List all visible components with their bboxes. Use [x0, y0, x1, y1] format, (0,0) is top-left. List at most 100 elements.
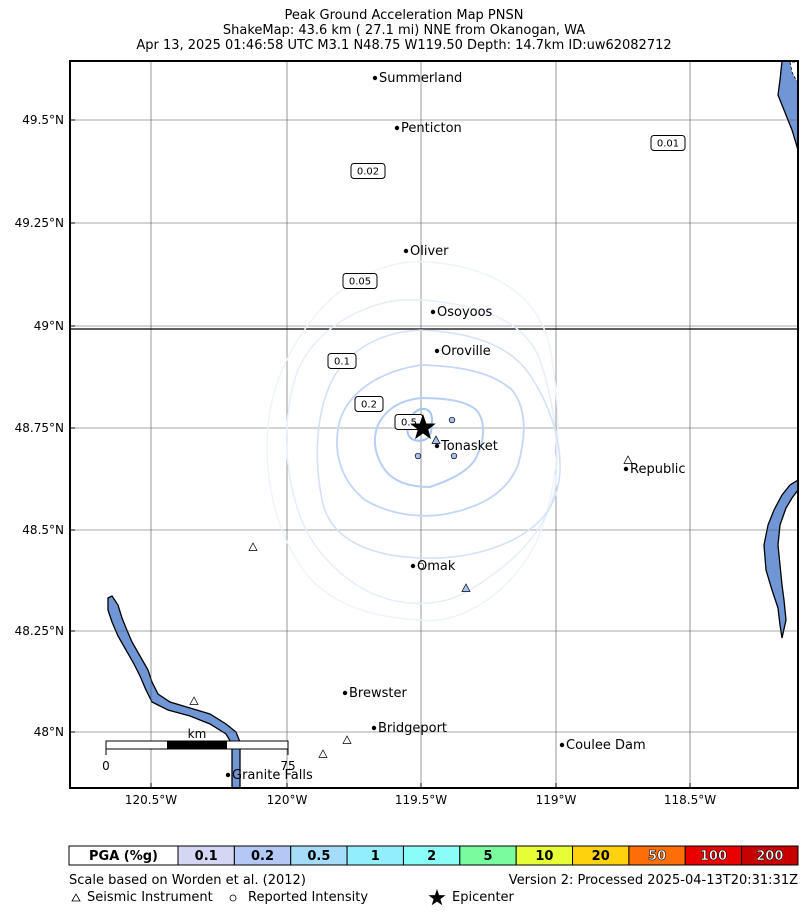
- city-dot: [434, 443, 440, 449]
- contour-labels: 0.01 0.02 0.05 0.1 0.2 0.5: [327, 135, 686, 430]
- scale-note: Scale based on Worden et al. (2012): [69, 873, 306, 888]
- city-dot: [434, 348, 440, 354]
- contour-0.1: [336, 364, 525, 517]
- legend-bin-label: 0.2: [251, 849, 274, 864]
- city-dot: [430, 309, 436, 315]
- graticule: [70, 61, 798, 788]
- intensity-circle: [450, 452, 458, 460]
- city-label: Granite Falls: [232, 768, 313, 783]
- legend-bin-label: 20: [592, 849, 610, 864]
- city-label: Omak: [417, 559, 456, 574]
- city-label: Bridgeport: [378, 721, 447, 736]
- lon-tick-label: 119.5°W: [395, 793, 447, 807]
- contour-0.01: [266, 260, 559, 622]
- seismic-instrument-icon: [342, 735, 352, 744]
- contour-label: 0.01: [657, 139, 679, 150]
- longitude-axis: 120.5°W 120°W 119.5°W 119°W 118.5°W: [125, 783, 716, 807]
- pga-contours: [266, 260, 561, 622]
- reported-intensity: [414, 416, 458, 570]
- legend-bin-label: 10: [535, 849, 553, 864]
- lat-tick-label: 49.25°N: [15, 216, 64, 230]
- seismic-instruments: [189, 435, 633, 758]
- columbia-river: [107, 595, 241, 788]
- lat-tick-label: 48°N: [34, 725, 64, 739]
- instrument-key-label: Seismic Instrument: [87, 890, 213, 905]
- contour-0.05: [316, 329, 561, 559]
- legend-bin-label: 200: [756, 849, 783, 864]
- legend-bin-label: 5: [483, 849, 492, 864]
- legend-bin-label: 50: [648, 849, 666, 864]
- lake-roosevelt: [763, 479, 798, 639]
- map-title-line2: ShakeMap: 43.6 km ( 27.1 mi) NNE from Ok…: [222, 23, 586, 38]
- city-label: Tonasket: [440, 439, 498, 454]
- legend-bin: [741, 845, 799, 866]
- map-area: 0.01 0.02 0.05 0.1 0.2 0.5 Summerland Penticto…: [70, 61, 798, 788]
- contour-label-box: [342, 273, 378, 289]
- intensity-key-icon: [229, 894, 237, 902]
- city-dot: [371, 725, 377, 731]
- seismic-instrument-icon: [318, 749, 328, 758]
- city-dot: [559, 742, 565, 748]
- seismic-instrument-icon: [461, 583, 471, 592]
- contour-label-box: [327, 353, 357, 369]
- city-dot: [394, 125, 400, 131]
- city-dot: [342, 690, 348, 696]
- city-labels: Summerland Penticton Oliver Osoyoos Oroville…: [225, 71, 686, 783]
- city-label: Summerland: [379, 71, 462, 86]
- city-dot: [403, 248, 409, 254]
- city-dot: [372, 75, 378, 81]
- scale-unit: km: [188, 727, 207, 741]
- contour-label-box: [650, 135, 686, 151]
- scale-max: 75: [280, 759, 295, 773]
- intensity-circle: [414, 452, 422, 460]
- map-title-line1: Peak Ground Acceleration Map PNSN: [284, 8, 524, 23]
- city-label: Penticton: [401, 121, 462, 136]
- contour-label: 0.5: [401, 418, 417, 429]
- legend-bin-label: 1: [371, 849, 380, 864]
- city-label: Republic: [630, 462, 686, 477]
- epicenter-key-label: Epicenter: [452, 890, 514, 905]
- lon-tick-label: 119°W: [536, 793, 577, 807]
- lat-tick-label: 49°N: [34, 319, 64, 333]
- seismic-instrument-icon: [189, 696, 199, 705]
- intensity-circle: [448, 416, 456, 424]
- lon-tick-label: 118.5°W: [664, 793, 716, 807]
- seismic-instrument-icon: [248, 542, 258, 551]
- lat-tick-label: 49.5°N: [22, 113, 64, 127]
- lon-tick-label: 120°W: [267, 793, 308, 807]
- lon-tick-label: 120.5°W: [125, 793, 177, 807]
- scale-min: 0: [102, 759, 110, 773]
- legend-bin-label: 0.5: [307, 849, 330, 864]
- contour-label: 0.02: [357, 167, 379, 178]
- latitude-axis: 49.5°N 49.25°N 49°N 48.75°N 48.5°N 48.25°N 48°…: [15, 113, 75, 739]
- seismic-instrument-icon: [623, 455, 633, 464]
- contour-0.02: [285, 299, 558, 605]
- lat-tick-label: 48.5°N: [22, 523, 64, 537]
- intensity-key-label: Reported Intensity: [248, 890, 369, 905]
- map-frame: [69, 60, 799, 789]
- pga-legend: PGA (%g) 0.1 0.2 0.5 1 2 5 10 20 50 100 200: [68, 845, 799, 866]
- epicenter-key-icon: [428, 889, 446, 906]
- instrument-key-icon: [71, 893, 81, 902]
- northeast-lake: [777, 61, 798, 151]
- contour-0.2: [373, 396, 484, 489]
- lat-tick-label: 48.25°N: [15, 624, 64, 638]
- city-label: Oroville: [441, 344, 491, 359]
- intensity-circle: [417, 562, 425, 570]
- legend-bin-label: 100: [700, 849, 727, 864]
- contour-label-box: [354, 396, 384, 412]
- lat-tick-label: 48.75°N: [15, 421, 64, 435]
- scale-bar: km 0 75: [102, 727, 295, 773]
- city-label: Brewster: [349, 686, 407, 701]
- legend-bin-label: 0.1: [195, 849, 218, 864]
- contour-label: 0.1: [334, 357, 350, 368]
- city-dot: [623, 466, 629, 472]
- city-dot: [225, 772, 231, 778]
- city-label: Oliver: [410, 244, 449, 259]
- map-title-line3: Apr 13, 2025 01:46:58 UTC M3.1 N48.75 W1…: [136, 38, 672, 53]
- contour-label-box: [350, 163, 386, 179]
- seismic-instrument-icon: [431, 435, 441, 444]
- contour-label: 0.05: [349, 277, 371, 288]
- legend-label: PGA (%g): [89, 849, 158, 864]
- contour-label: 0.2: [361, 400, 377, 411]
